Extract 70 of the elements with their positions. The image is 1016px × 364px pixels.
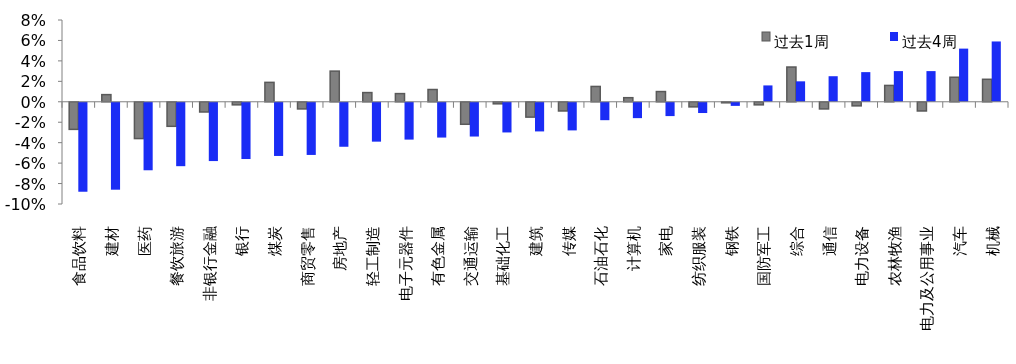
x-tick-label: 轻工制造 [363, 226, 382, 286]
x-tick-label: 建材 [102, 226, 121, 257]
x-tick-label: 通信 [820, 226, 839, 256]
bar [959, 48, 969, 102]
x-tick-label: 交通运输 [461, 226, 480, 286]
y-tick-label: 2% [20, 72, 46, 92]
bar [991, 41, 1001, 102]
x-tick-label: 有色金属 [429, 226, 448, 286]
y-tick-label: 6% [20, 31, 46, 51]
bar [730, 101, 740, 106]
bar [274, 101, 284, 156]
legend-label: 过去1周 [774, 33, 829, 51]
x-tick-label: 石油石化 [592, 226, 611, 286]
bar [306, 101, 316, 155]
x-tick-label: 传媒 [559, 226, 578, 256]
bar [371, 101, 382, 142]
bar [926, 71, 936, 102]
bar [404, 101, 414, 140]
x-tick-label: 计算机 [624, 226, 643, 271]
x-tick-label: 房地产 [331, 226, 350, 271]
x-tick-label: 商贸零售 [298, 226, 317, 286]
x-tick-label: 电力及公用事业 [918, 226, 937, 331]
x-tick-label: 农林牧渔 [885, 226, 904, 286]
x-tick-label: 餐饮旅游 [168, 226, 187, 286]
y-tick-label: 0% [20, 92, 46, 112]
bar [828, 76, 838, 102]
bar [241, 101, 251, 160]
bar [795, 81, 806, 102]
bar [143, 101, 153, 171]
x-tick-label: 国防军工 [755, 226, 774, 286]
bar [208, 101, 218, 162]
bar [698, 101, 708, 114]
bar [665, 101, 675, 117]
bar [176, 101, 186, 167]
y-tick-label: 8% [20, 11, 46, 30]
x-tick-label: 综合 [787, 226, 806, 256]
bar [861, 72, 871, 102]
y-tick-label: -6% [14, 154, 46, 174]
bar [763, 85, 773, 102]
y-tick-label: -10% [4, 195, 46, 214]
x-tick-label: 煤炭 [266, 226, 285, 256]
x-tick-label: 纺织服装 [690, 226, 709, 286]
bar [632, 101, 642, 119]
x-tick-label: 汽车 [951, 226, 970, 256]
y-tick-label: -8% [14, 174, 46, 194]
bar [535, 101, 545, 132]
x-tick-label: 电子元器件 [396, 226, 415, 301]
y-tick-label: 4% [20, 51, 46, 71]
bar [502, 101, 512, 133]
bar [339, 101, 349, 147]
x-tick-label: 银行 [233, 226, 252, 257]
bar [893, 71, 903, 102]
bar [437, 101, 447, 138]
x-tick-label: 基础化工 [494, 226, 513, 286]
y-tick-label: -4% [14, 133, 46, 153]
x-tick-label: 电力设备 [853, 226, 872, 286]
legend-label: 过去4周 [902, 33, 957, 51]
x-tick-label: 机械 [983, 226, 1002, 256]
bar [469, 101, 479, 137]
x-tick-label: 非银行金融 [200, 226, 219, 301]
y-tick-label: -2% [14, 113, 46, 133]
bar [567, 101, 577, 131]
x-tick-label: 医药 [135, 226, 154, 256]
x-tick-label: 钢铁 [722, 226, 741, 257]
bar [78, 101, 88, 192]
bar [110, 101, 121, 190]
x-tick-label: 建筑 [527, 226, 545, 257]
bar [600, 101, 610, 121]
x-tick-label: 食品饮料 [70, 226, 89, 286]
x-tick-label: 家电 [657, 226, 676, 256]
